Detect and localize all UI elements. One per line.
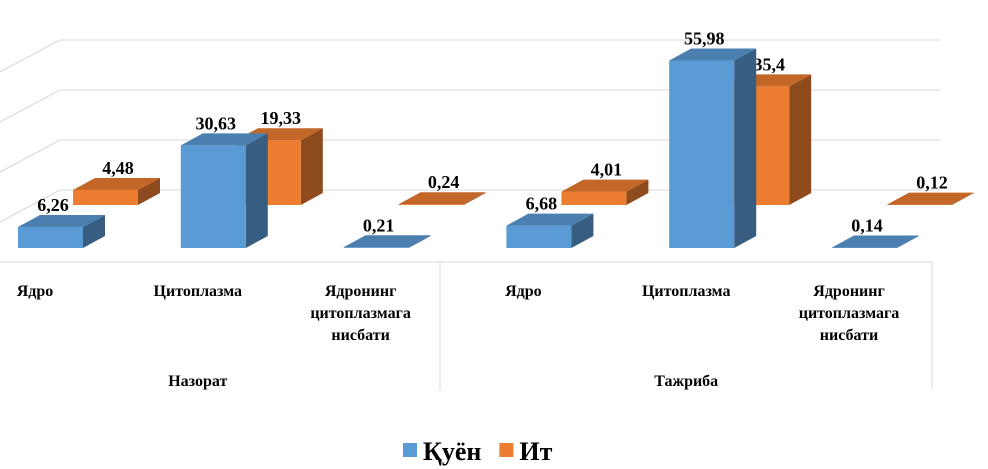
bar-side (408, 235, 431, 248)
category-label: Ядронинг цитоплазмага нисбати (799, 283, 900, 344)
data-label: 6,26 (37, 195, 69, 215)
data-label: 4,48 (102, 158, 134, 178)
bar-side (626, 179, 649, 205)
bar-top (561, 179, 649, 192)
bar (669, 60, 735, 249)
bar (398, 204, 464, 205)
bar-side (897, 235, 919, 248)
bar-top (832, 235, 919, 248)
bar (343, 247, 409, 248)
data-label: 4,01 (591, 160, 623, 180)
category-label: Цитоплазма (154, 283, 243, 300)
data-label: 35,4 (753, 54, 785, 74)
bar (73, 189, 138, 205)
legend-swatch (499, 443, 514, 457)
bar-top (887, 192, 974, 205)
bar-side (83, 215, 105, 248)
bar-top (73, 177, 160, 190)
bar (506, 225, 572, 248)
bar (180, 145, 246, 248)
bar (561, 191, 627, 205)
bar-top (343, 235, 431, 248)
category-axis (0, 261, 933, 390)
bar-side (952, 192, 974, 205)
legend-swatch (403, 443, 417, 457)
category-label: Ядро (17, 283, 54, 300)
data-label: 6,68 (526, 194, 558, 214)
bar-top (18, 215, 105, 228)
bar-side (463, 192, 486, 205)
bar-side (571, 213, 594, 248)
data-label: 55,98 (684, 28, 725, 48)
category-label: Ядро (505, 283, 542, 300)
data-label: 0,12 (916, 173, 948, 193)
bar-side (245, 133, 268, 248)
data-label: 30,63 (196, 113, 237, 133)
bar (18, 227, 83, 248)
group-label: Назорат (168, 373, 227, 390)
bar-top (180, 133, 268, 146)
bar-side (789, 74, 812, 205)
bar-top (398, 192, 486, 205)
bar-side (300, 128, 323, 205)
category-label: Ядронинг цитоплазмага нисбати (310, 283, 411, 344)
data-label: 0,24 (428, 172, 460, 192)
legend-label: Қуён (423, 437, 481, 466)
bar-top (669, 48, 757, 61)
bar-side (734, 48, 757, 249)
bar-top (506, 213, 594, 226)
category-label: Цитоплазма (642, 283, 731, 300)
legend-label: Ит (519, 437, 552, 466)
group-label: Тажриба (654, 373, 718, 390)
data-label: 19,33 (261, 108, 302, 128)
data-label: 0,14 (851, 216, 883, 236)
bar-side (138, 177, 160, 205)
data-label: 0,21 (363, 215, 395, 235)
